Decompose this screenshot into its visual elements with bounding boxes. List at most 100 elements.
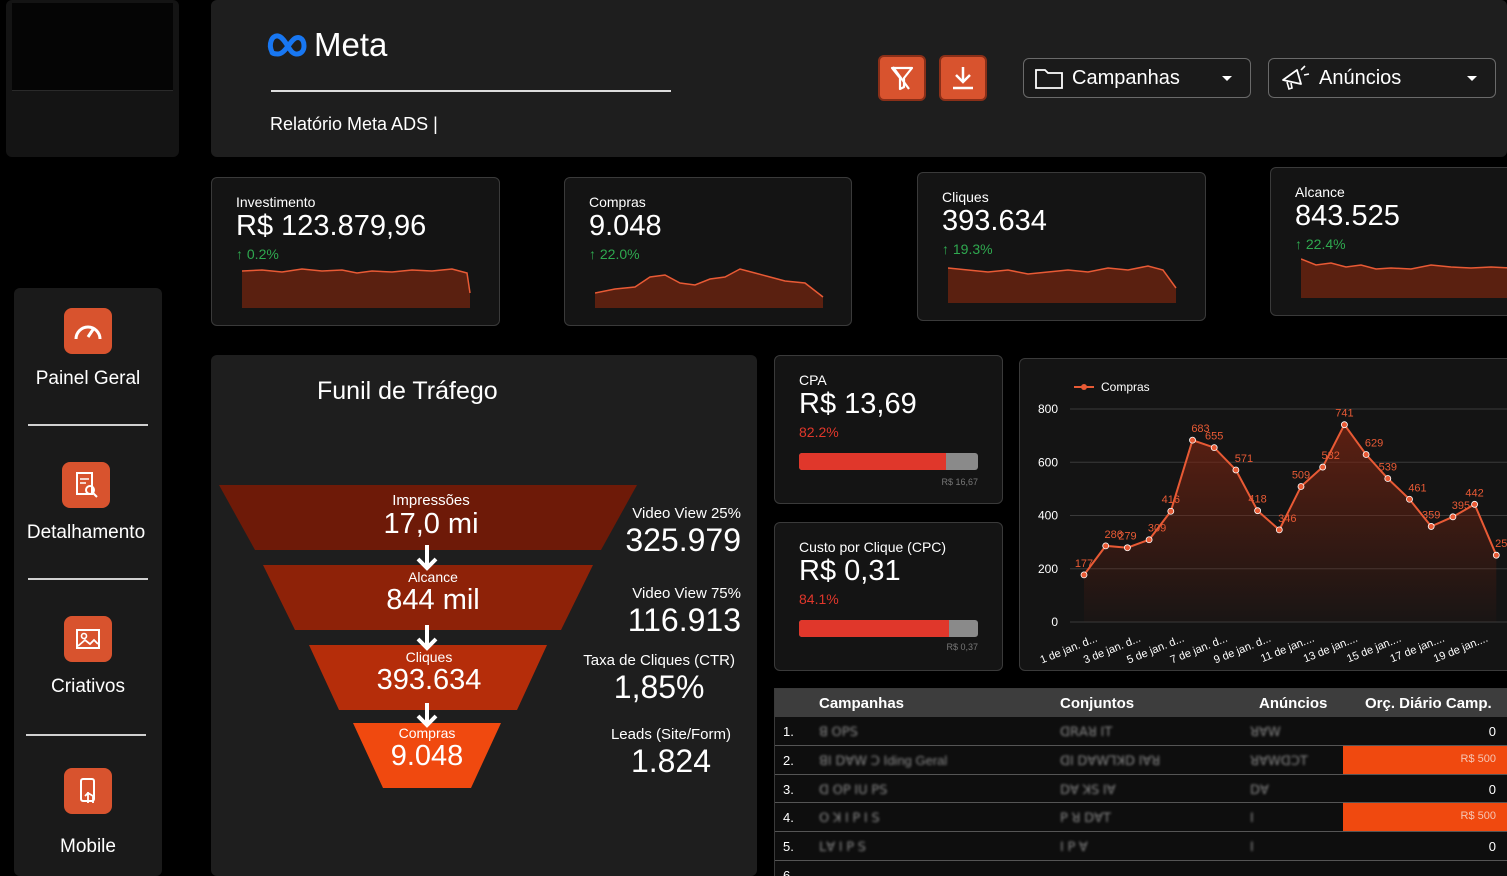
arrow-up-icon: ↑	[589, 246, 596, 262]
data-label: 539	[1379, 461, 1397, 473]
table-row[interactable]: 4. ꓳ ꓘ ꓲ ꓑ ꓲ ꓢ ꓑ ꓤ ꓓꓯꓔ ꓲ R$ 500	[775, 803, 1507, 833]
funnel-stage-value: 393.634	[376, 664, 482, 696]
funnel-stage-label: Cliques 393.634	[329, 649, 529, 695]
ads-select[interactable]: Anúncios	[1268, 58, 1496, 98]
kpi-change: ↑ 22.4%	[1295, 236, 1346, 252]
row-number: 2.	[783, 752, 794, 768]
chevron-down-icon	[1222, 76, 1232, 81]
table-row[interactable]: 2. ꓭꓲ ꓓꓯꓪ ꓛ ꓲding Geral ꓷꓲ ꓓꓯꓪꓶꓘꓓ ꓲꓯꓤ ꓤꓯꓪꓷꓛ…	[775, 745, 1507, 775]
data-label: 741	[1335, 408, 1353, 420]
filter-off-icon	[890, 66, 914, 91]
nav-label: Painel Geral	[35, 368, 141, 389]
table-row[interactable]: 1. ꓭ ꓳꓑꓢ ꓷꓣꓮꓤ ꓲꓔ ꓤꓯꓪ 0	[775, 717, 1507, 746]
data-point	[1362, 451, 1370, 458]
document-search-icon	[62, 462, 110, 508]
cpc-label: Custo por Clique (CPC)	[799, 539, 947, 555]
col-anuncios[interactable]: Anúncios	[1259, 695, 1328, 712]
report-subtitle: Relatório Meta ADS |	[270, 114, 438, 134]
table-row[interactable]: 5. ꓡꓯ ꓲ ꓑ ꓢ ꓲ ꓑ ꓯ ꓲ 0	[775, 832, 1507, 861]
data-point	[1297, 483, 1305, 490]
arrow-down-icon	[416, 545, 438, 728]
daily-budget: R$ 500	[1343, 803, 1507, 832]
data-label: 461	[1408, 482, 1426, 494]
funnel-stage-value: 17,0 mi	[383, 508, 479, 540]
sparkline-compras	[595, 268, 824, 308]
metric-video-view-25: Video View 25% 325.979	[625, 505, 741, 558]
sparkline-cliques	[948, 265, 1177, 303]
adset-name: ꓷꓲ ꓓꓯꓪꓶꓘꓓ ꓲꓯꓤ	[1060, 752, 1161, 768]
cpa-target: R$ 16,67	[941, 477, 978, 487]
data-point	[1319, 463, 1327, 471]
image-icon	[64, 616, 112, 662]
download-icon	[953, 67, 973, 90]
daily-budget: R$ 500	[1343, 745, 1507, 774]
compras-chart-card: 800 600 400 200 0 Compras 177 286 279 309 416 683 65…	[1019, 358, 1507, 671]
nav-painel-geral[interactable]: Painel Geral	[14, 308, 162, 390]
logo-panel	[6, 0, 179, 157]
col-orcamento[interactable]: Orç. Diário Camp.	[1365, 695, 1492, 712]
adset-name: ꓑ ꓤ ꓓꓯꓔ	[1060, 810, 1111, 826]
data-label: 279	[1118, 531, 1136, 543]
legend-marker	[1081, 384, 1087, 390]
ad-name: ꓓꓯ	[1250, 781, 1269, 797]
cpc-progress-bar	[799, 620, 978, 637]
kpi-label: Alcance	[1295, 184, 1345, 200]
megaphone-icon	[1282, 65, 1310, 91]
campaigns-select[interactable]: Campanhas	[1023, 58, 1251, 98]
cpa-card: CPA R$ 13,69 82.2% R$ 16,67	[774, 355, 1003, 504]
table-body: 1. ꓭ ꓳꓑꓢ ꓷꓣꓮꓤ ꓲꓔ ꓤꓯꓪ 0 2. ꓭꓲ ꓓꓯꓪ ꓛ ꓲding Geral…	[775, 717, 1507, 876]
metric-ctr: Taxa de Cliques (CTR) 1,85%	[583, 652, 735, 705]
funnel-stage-value: 9.048	[390, 740, 464, 772]
nav-divider	[26, 734, 146, 736]
table-row[interactable]: 3. ꓷ ꓳꓑ ꓲꓴ ꓑꓢ ꓓꓯ ꓘꓢ ꓲꓯ ꓓꓯ 0	[775, 775, 1507, 804]
data-label: 509	[1292, 469, 1310, 481]
metric-leads: Leads (Site/Form) 1.824	[610, 726, 731, 779]
kpi-compras: Compras 9.048 ↑ 22.0%	[564, 177, 852, 326]
data-label: 655	[1205, 431, 1223, 443]
col-campanhas[interactable]: Campanhas	[819, 695, 905, 712]
folder-icon	[1035, 69, 1063, 89]
nav-divider	[28, 578, 148, 580]
col-conjuntos[interactable]: Conjuntos	[1060, 695, 1135, 712]
nav-label: Detalhamento	[26, 522, 146, 543]
meta-infinity-icon	[267, 33, 307, 57]
arrow-up-icon: ↑	[942, 241, 949, 257]
data-label: 359	[1422, 509, 1440, 521]
clear-filter-button[interactable]	[878, 55, 926, 101]
adset-name: ꓓꓯ ꓘꓢ ꓲꓯ	[1060, 781, 1116, 797]
campaign-name: ꓷ ꓳꓑ ꓲꓴ ꓑꓢ	[819, 781, 888, 797]
daily-budget	[1343, 861, 1507, 876]
data-label: 442	[1465, 487, 1483, 499]
header-panel: Meta Relatório Meta ADS | Campanhas Anún…	[211, 0, 1507, 157]
kpi-label: Investimento	[236, 194, 316, 210]
chevron-down-icon	[1467, 76, 1477, 81]
data-label: 177	[1075, 558, 1093, 570]
cpc-target: R$ 0,37	[946, 642, 978, 652]
nav-criativos[interactable]: Criativos	[14, 616, 162, 698]
kpi-value: 9.048	[589, 210, 662, 242]
nav-mobile[interactable]: Mobile	[14, 768, 162, 858]
daily-budget: 0	[1488, 839, 1496, 855]
cpa-pct: 82.2%	[799, 424, 839, 440]
download-button[interactable]	[939, 55, 987, 101]
funnel-stage-label: Alcance 844 mil	[333, 569, 533, 615]
cpc-progress-fill	[799, 620, 950, 637]
ad-name: ꓤꓯꓪ	[1250, 724, 1281, 739]
kpi-change: ↑ 22.0%	[589, 246, 640, 262]
campaign-name: ꓳ ꓘ ꓲ ꓑ ꓲ ꓢ	[819, 810, 880, 826]
table-row[interactable]: 6.	[775, 861, 1507, 876]
data-label: 309	[1148, 523, 1166, 535]
legend-label: Compras	[1101, 380, 1150, 394]
data-point	[1427, 523, 1435, 530]
arrow-up-icon: ↑	[1295, 236, 1302, 252]
sparkline-alcance	[1301, 258, 1507, 298]
campaign-name: ꓭ ꓳꓑꓢ	[819, 724, 858, 739]
nav-detalhamento[interactable]: Detalhamento	[12, 462, 160, 544]
y-tick-label: 600	[1038, 455, 1058, 469]
data-point	[1449, 513, 1457, 521]
ads-select-value: Anúncios	[1319, 66, 1402, 89]
campaign-name: ꓭꓲ ꓓꓯꓪ ꓛ ꓲding Geral	[819, 752, 948, 768]
daily-budget: 0	[1488, 724, 1496, 739]
data-label: 416	[1162, 494, 1180, 506]
